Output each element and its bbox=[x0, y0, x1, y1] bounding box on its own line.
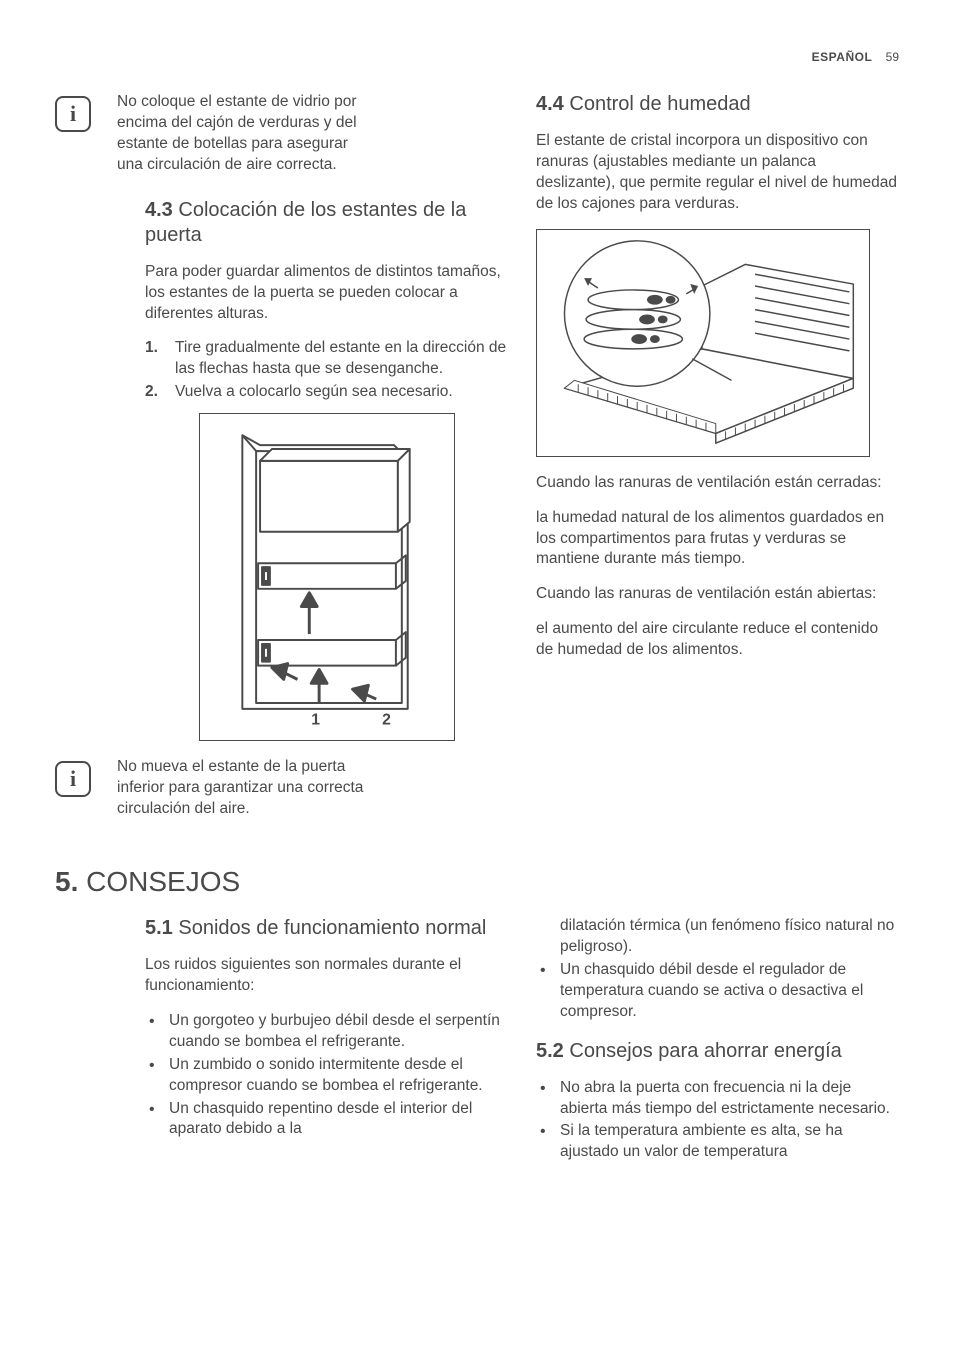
heading-5-1-title: Sonidos de funcionamiento normal bbox=[178, 917, 486, 939]
heading-5-title: CONSEJOS bbox=[86, 866, 240, 897]
info-icon: i bbox=[55, 761, 91, 797]
info-text-1: No coloque el estante de vidrio por enci… bbox=[117, 92, 367, 176]
info-note-glass-shelf: i No coloque el estante de vidrio por en… bbox=[55, 92, 508, 176]
paragraph-4-4-b: Cuando las ranuras de ventilación están … bbox=[536, 473, 899, 494]
heading-5-2-title: Consejos para ahorrar energía bbox=[569, 1040, 841, 1062]
section5-col-right: dilatación térmica (un fenómeno físico n… bbox=[536, 916, 899, 1165]
humidity-svg bbox=[538, 231, 868, 455]
heading-5: 5. CONSEJOS bbox=[55, 866, 899, 898]
info-note-bottom-shelf: i No mueva el estante de la puerta infer… bbox=[55, 757, 508, 820]
heading-4-4-title: Control de humedad bbox=[569, 93, 750, 115]
bullets-5-1-right: Un chasquido débil desde el regulador de… bbox=[536, 960, 899, 1023]
bullet-5-1-1: Un gorgoteo y burbujeo débil desde el se… bbox=[145, 1011, 508, 1053]
bullet-5-2-2: Si la temperatura ambiente es alta, se h… bbox=[536, 1121, 899, 1163]
figure1-label-1: 1 bbox=[311, 712, 320, 729]
bullets-5-1-left: Un gorgoteo y burbujeo débil desde el se… bbox=[145, 1011, 508, 1141]
column-left: i No coloque el estante de vidrio por en… bbox=[55, 92, 508, 842]
paragraph-4-4-a: El estante de cristal incorpora un dispo… bbox=[536, 131, 899, 215]
step-2: Vuelva a colocarlo según sea necesario. bbox=[145, 382, 508, 403]
heading-5-2: 5.2 Consejos para ahorrar energía bbox=[536, 1039, 899, 1064]
heading-5-num: 5. bbox=[55, 866, 78, 897]
upper-columns: i No coloque el estante de vidrio por en… bbox=[55, 92, 899, 842]
heading-4-4-num: 4.4 bbox=[536, 93, 564, 115]
heading-5-2-num: 5.2 bbox=[536, 1040, 564, 1062]
figure-door-shelves: 1 2 bbox=[199, 413, 455, 741]
heading-4-3-title: Colocación de los estantes de la puerta bbox=[145, 199, 466, 246]
column-right: 4.4 Control de humedad El estante de cri… bbox=[536, 92, 899, 842]
bullet-5-1-2: Un zumbido o sonido intermitente desde e… bbox=[145, 1055, 508, 1097]
steps-4-3: Tire gradualmente del estante en la dire… bbox=[145, 338, 508, 403]
info-glyph: i bbox=[70, 103, 76, 125]
bullet-5-1-3-cont: dilatación térmica (un fenómeno físico n… bbox=[536, 916, 899, 958]
bullet-5-2-1: No abra la puerta con frecuencia ni la d… bbox=[536, 1078, 899, 1120]
paragraph-4-4-d: Cuando las ranuras de ventilación están … bbox=[536, 584, 899, 605]
section5-columns: 5.1 Sonidos de funcionamiento normal Los… bbox=[55, 916, 899, 1165]
bullets-5-2: No abra la puerta con frecuencia ni la d… bbox=[536, 1078, 899, 1164]
heading-4-4: 4.4 Control de humedad bbox=[536, 92, 899, 117]
info-text-2: No mueva el estante de la puerta inferio… bbox=[117, 757, 367, 820]
paragraph-4-4-c: la humedad natural de los alimentos guar… bbox=[536, 508, 899, 571]
door-shelf-svg: 1 2 bbox=[201, 415, 453, 739]
paragraph-4-3-intro: Para poder guardar alimentos de distinto… bbox=[145, 262, 508, 325]
heading-4-3-num: 4.3 bbox=[145, 199, 173, 221]
figure1-label-2: 2 bbox=[382, 712, 391, 729]
page-number: 59 bbox=[886, 50, 899, 64]
info-glyph: i bbox=[70, 768, 76, 790]
section5-col-left: 5.1 Sonidos de funcionamiento normal Los… bbox=[55, 916, 508, 1165]
step-1: Tire gradualmente del estante en la dire… bbox=[145, 338, 508, 380]
page-header: ESPAÑOL 59 bbox=[55, 50, 899, 64]
paragraph-4-4-e: el aumento del aire circulante reduce el… bbox=[536, 619, 899, 661]
language-label: ESPAÑOL bbox=[812, 50, 873, 64]
heading-4-3: 4.3 Colocación de los estantes de la pue… bbox=[145, 198, 508, 248]
info-icon: i bbox=[55, 96, 91, 132]
bullet-5-1-3: Un chasquido repentino desde el interior… bbox=[145, 1099, 508, 1141]
heading-5-1: 5.1 Sonidos de funcionamiento normal bbox=[145, 916, 508, 941]
figure-humidity-control bbox=[536, 229, 870, 457]
bullet-5-1-4: Un chasquido débil desde el regulador de… bbox=[536, 960, 899, 1023]
paragraph-5-1: Los ruidos siguientes son normales duran… bbox=[145, 955, 508, 997]
heading-5-1-num: 5.1 bbox=[145, 917, 173, 939]
